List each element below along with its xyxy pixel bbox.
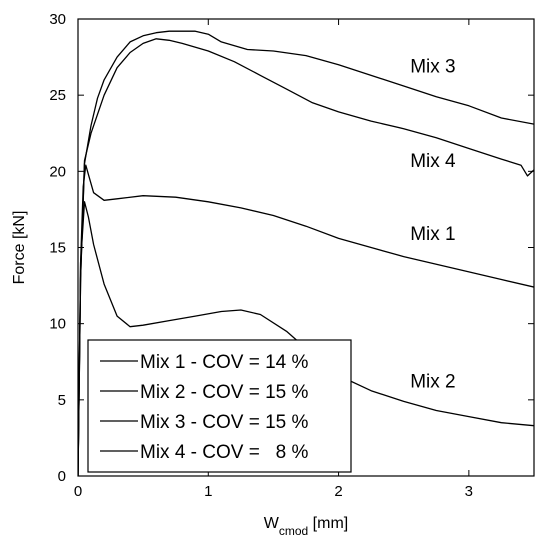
x-tick-label: 0 [74, 483, 82, 500]
series-line-mix-4 [78, 38, 534, 476]
y-tick-label: 20 [49, 163, 66, 180]
x-tick-label: 2 [334, 483, 342, 500]
series-line-mix-1 [78, 164, 534, 476]
x-tick-label: 3 [465, 483, 473, 500]
series-line-mix-2 [78, 201, 534, 476]
x-axis-label: Wcmod [mm] [264, 515, 348, 538]
y-tick-label: 15 [49, 240, 66, 257]
series-layer [78, 30, 534, 476]
series-annotation-mix-1: Mix 1 [410, 224, 455, 245]
series-annotation-mix-4: Mix 4 [410, 151, 456, 172]
y-tick-label: 0 [58, 468, 66, 485]
legend-entry-text: Mix 4 - COV = 8 % [140, 442, 309, 463]
legend-entry-text: Mix 2 - COV = 15 % [140, 382, 309, 403]
y-tick-label: 25 [49, 87, 66, 104]
y-tick-label: 30 [49, 11, 66, 28]
legend-entry-text: Mix 3 - COV = 15 % [140, 412, 309, 433]
legend-box [87, 339, 352, 473]
x-tick-label: 1 [204, 483, 212, 500]
series-annotations: Mix 3 Mix 4 Mix 1 Mix 2 [410, 56, 456, 392]
series-annotation-mix-3: Mix 3 [410, 56, 455, 77]
series-line-mix-3 [78, 30, 534, 476]
y-axis-label: Force [kN] [11, 211, 28, 285]
x-axis-label-subscript: cmod [279, 524, 308, 538]
series-annotation-mix-2: Mix 2 [410, 372, 455, 393]
y-tick-label: 10 [49, 316, 66, 333]
legend: Mix 1 - COV = 14 % Mix 2 - COV = 15 % Mix … [87, 339, 352, 473]
legend-entry-text: Mix 1 - COV = 14 % [140, 352, 309, 373]
x-axis-label-unit: [mm] [308, 515, 348, 532]
y-tick-label: 5 [58, 392, 66, 409]
x-axis-label-main: W [264, 515, 280, 532]
